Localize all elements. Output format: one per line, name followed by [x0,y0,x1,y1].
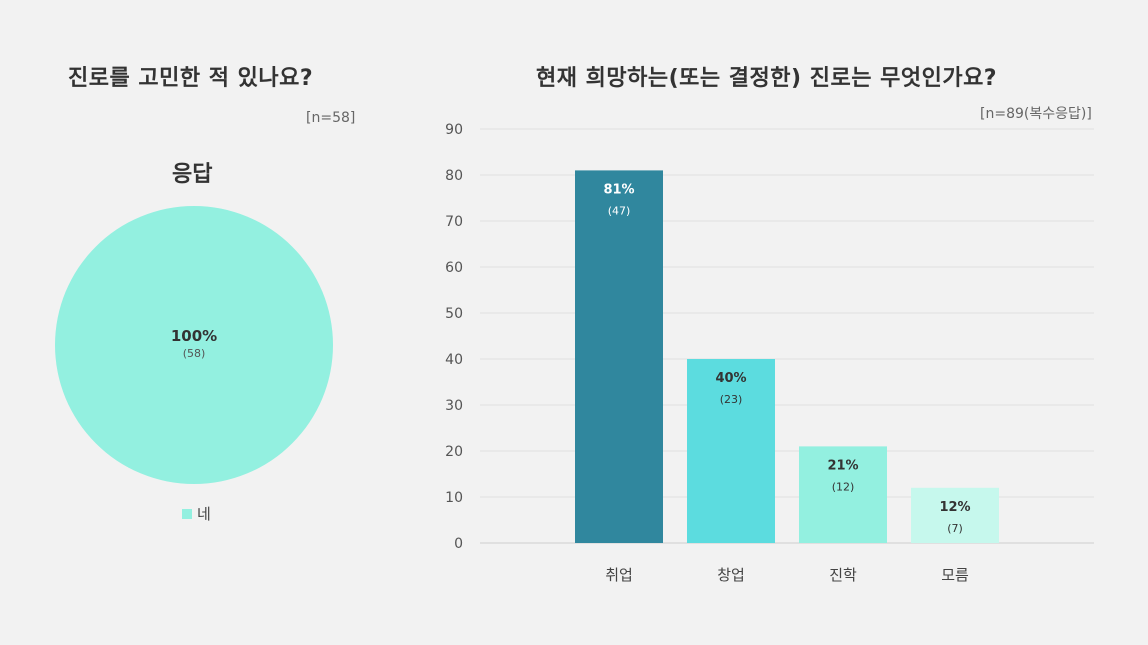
bar-count-label: (47) [608,204,631,217]
bar-1 [575,170,663,543]
x-tick-label: 모름 [941,566,969,584]
y-tick-label: 70 [445,214,463,230]
bar-percent-label: 40% [715,371,746,386]
y-tick-label: 10 [445,490,463,506]
pie-sample-note: [n=58] [306,110,356,126]
bar-count-label: (23) [720,393,743,406]
y-tick-label: 0 [454,536,463,552]
legend-label: 네 [197,505,211,523]
y-tick-label: 40 [445,352,463,368]
pie-slice-percent-label: 100% [171,327,217,345]
pie-chart-title: 진로를 고민한 적 있나요? [68,66,314,91]
pie-subtitle: 응답 [172,162,213,187]
bar-count-label: (12) [832,480,855,493]
y-tick-label: 90 [445,122,463,138]
bar-4 [911,487,999,543]
y-tick-label: 30 [445,398,463,414]
bar-3 [799,446,887,543]
x-tick-label: 진학 [829,566,857,584]
pie-legend: 네 [182,503,211,524]
pie-slice-count-label: (58) [183,347,206,360]
bar-percent-label: 12% [939,500,970,515]
x-tick-label: 창업 [717,566,745,584]
y-tick-label: 60 [445,260,463,276]
y-tick-label: 50 [445,306,463,322]
bar-count-label: (7) [947,522,963,535]
x-tick-label: 취업 [605,566,633,584]
bar-percent-label: 21% [827,458,858,473]
y-tick-label: 20 [445,444,463,460]
bar-sample-note: [n=89(복수응답)] [980,106,1092,122]
legend-swatch [182,508,192,519]
bar-chart-title: 현재 희망하는(또는 결정한) 진로는 무엇인가요? [536,66,998,91]
bar-percent-label: 81% [603,182,634,197]
pie-slice [55,206,333,484]
y-tick-label: 80 [445,168,463,184]
bar-2 [687,359,775,543]
